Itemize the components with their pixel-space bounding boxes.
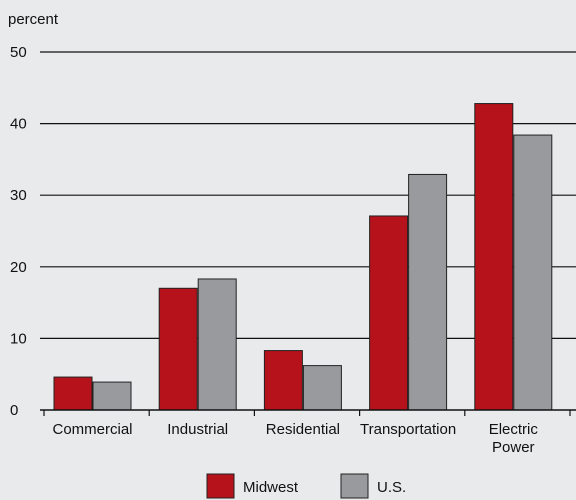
category-labels: Commercial Industrial Residential Transport… (52, 421, 538, 456)
legend-swatch-midwest (206, 473, 235, 499)
legend: Midwest U.S. (206, 473, 406, 499)
category-label: Commercial (52, 421, 132, 438)
bar-us-1 (197, 278, 237, 411)
bar-us-4 (513, 134, 553, 411)
y-tick-label: 50 (10, 44, 27, 61)
y-tick-label: 10 (10, 330, 27, 347)
y-axis-ticks: 0 10 20 30 40 50 (10, 44, 27, 419)
bar-us-0 (92, 381, 132, 411)
y-tick-label: 20 (10, 259, 27, 276)
category-label: Electric Power (489, 421, 539, 456)
bar-midwest-4 (474, 103, 514, 411)
bar-midwest-3 (369, 215, 409, 411)
category-label: Residential (266, 421, 340, 438)
legend-swatch-us (340, 473, 369, 499)
legend-label: U.S. (377, 479, 406, 496)
bar-midwest-1 (158, 287, 198, 411)
legend-label: Midwest (243, 479, 299, 496)
y-tick-label: 30 (10, 187, 27, 204)
bar-midwest-0 (53, 376, 93, 411)
y-tick-label: 40 (10, 116, 27, 133)
y-tick-label: 0 (10, 402, 18, 419)
bar-midwest-2 (263, 350, 303, 411)
bars (53, 103, 553, 411)
bar-us-3 (408, 173, 448, 411)
y-axis-unit-label: percent (8, 11, 59, 28)
x-axis-ticks (43, 410, 571, 416)
category-label: Transportation (360, 421, 456, 438)
bar-us-2 (302, 365, 342, 411)
category-label: Industrial (167, 421, 228, 438)
